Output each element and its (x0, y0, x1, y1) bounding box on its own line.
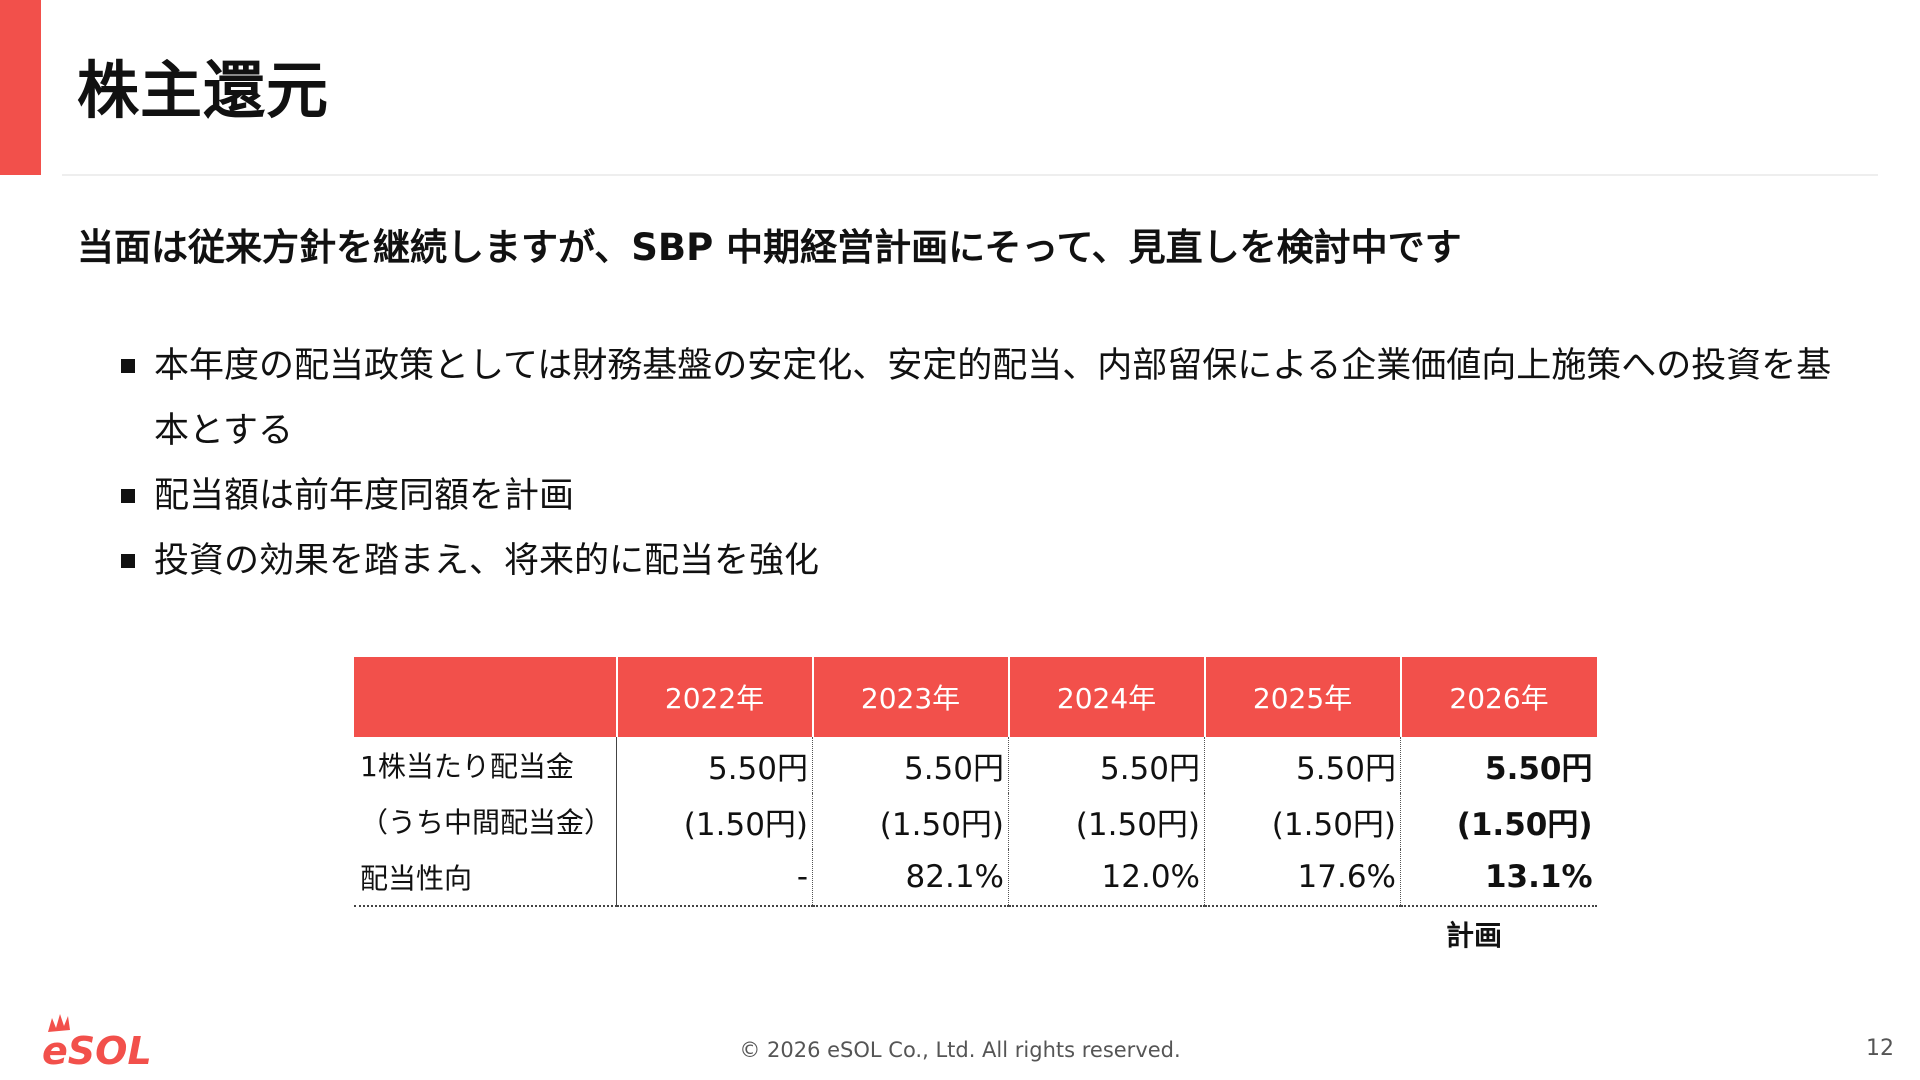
table-cell: (1.50円) (1456, 806, 1593, 843)
bullet-item: 配当額は前年度同額を計画 (118, 464, 1838, 529)
bullet-text: 配当額は前年度同額を計画 (154, 476, 575, 516)
title-divider (62, 174, 1878, 176)
bullet-square-icon (121, 554, 135, 568)
table-cell: 5.50円 (812, 737, 1010, 793)
table-cell: 5.50円 (1008, 737, 1206, 793)
dividend-table: 2022年 2023年 2024年 2025年 2026年 1株当たり配当金 5… (354, 657, 1597, 907)
page-number: 12 (1866, 1036, 1894, 1061)
table-header-row: 2022年 2023年 2024年 2025年 2026年 (354, 657, 1597, 737)
table-header-cell: 2025年 (1204, 657, 1402, 737)
table-cell: 82.1% (812, 849, 1010, 907)
table-cell: 13.1% (1400, 849, 1597, 907)
bullet-item: 本年度の配当政策としては財務基盤の安定化、安定的配当、内部留保による企業価値向上… (118, 334, 1838, 464)
table-cell: 12.0% (1008, 849, 1206, 907)
subtitle: 当面は従来方針を継続しますが、SBP 中期経営計画にそって、見直しを検討中です (77, 226, 1462, 269)
table-header-cell: 2023年 (812, 657, 1010, 737)
svg-text:eSOL: eSOL (42, 1029, 152, 1070)
plan-note: 計画 (1446, 919, 1503, 952)
bullet-square-icon (121, 359, 135, 373)
table-cell: (1.50円) (1204, 793, 1402, 849)
bullet-square-icon (121, 489, 135, 503)
table-row: （うち中間配当金） (1.50円) (1.50円) (1.50円) (1.50円… (354, 793, 1597, 849)
table-cell: (1.50円) (812, 793, 1010, 849)
table-cell: (1.50円) (616, 793, 814, 849)
table-cell: - (616, 849, 814, 907)
table-cell: 5.50円 (1485, 750, 1593, 787)
row-label: （うち中間配当金） (354, 793, 618, 849)
table-cell: 5.50円 (1204, 737, 1402, 793)
bullet-item: 投資の効果を踏まえ、将来的に配当を強化 (118, 529, 1838, 594)
row-label: 1株当たり配当金 (354, 737, 618, 793)
row-label: 配当性向 (354, 849, 618, 907)
page-title: 株主還元 (77, 54, 330, 127)
table-header-cell: 2022年 (616, 657, 814, 737)
table-header-cell (354, 657, 618, 737)
title-accent-bar (0, 0, 41, 175)
table-header-cell: 2026年 (1400, 657, 1597, 737)
bullet-text: 投資の効果を踏まえ、将来的に配当を強化 (154, 541, 820, 581)
table-cell: 17.6% (1204, 849, 1402, 907)
bullet-text: 本年度の配当政策としては財務基盤の安定化、安定的配当、内部留保による企業価値向上… (154, 346, 1832, 451)
copyright: © 2026 eSOL Co., Ltd. All rights reserve… (739, 1038, 1181, 1062)
table-cell: (1.50円) (1008, 793, 1206, 849)
table-header-cell: 2024年 (1008, 657, 1206, 737)
table-row: 1株当たり配当金 5.50円 5.50円 5.50円 5.50円 5.50円 (354, 737, 1597, 793)
table-cell: 5.50円 (616, 737, 814, 793)
table-row: 配当性向 - 82.1% 12.0% 17.6% 13.1% (354, 849, 1597, 907)
bullet-list: 本年度の配当政策としては財務基盤の安定化、安定的配当、内部留保による企業価値向上… (118, 334, 1838, 594)
esol-logo: eSOL (42, 1014, 152, 1070)
